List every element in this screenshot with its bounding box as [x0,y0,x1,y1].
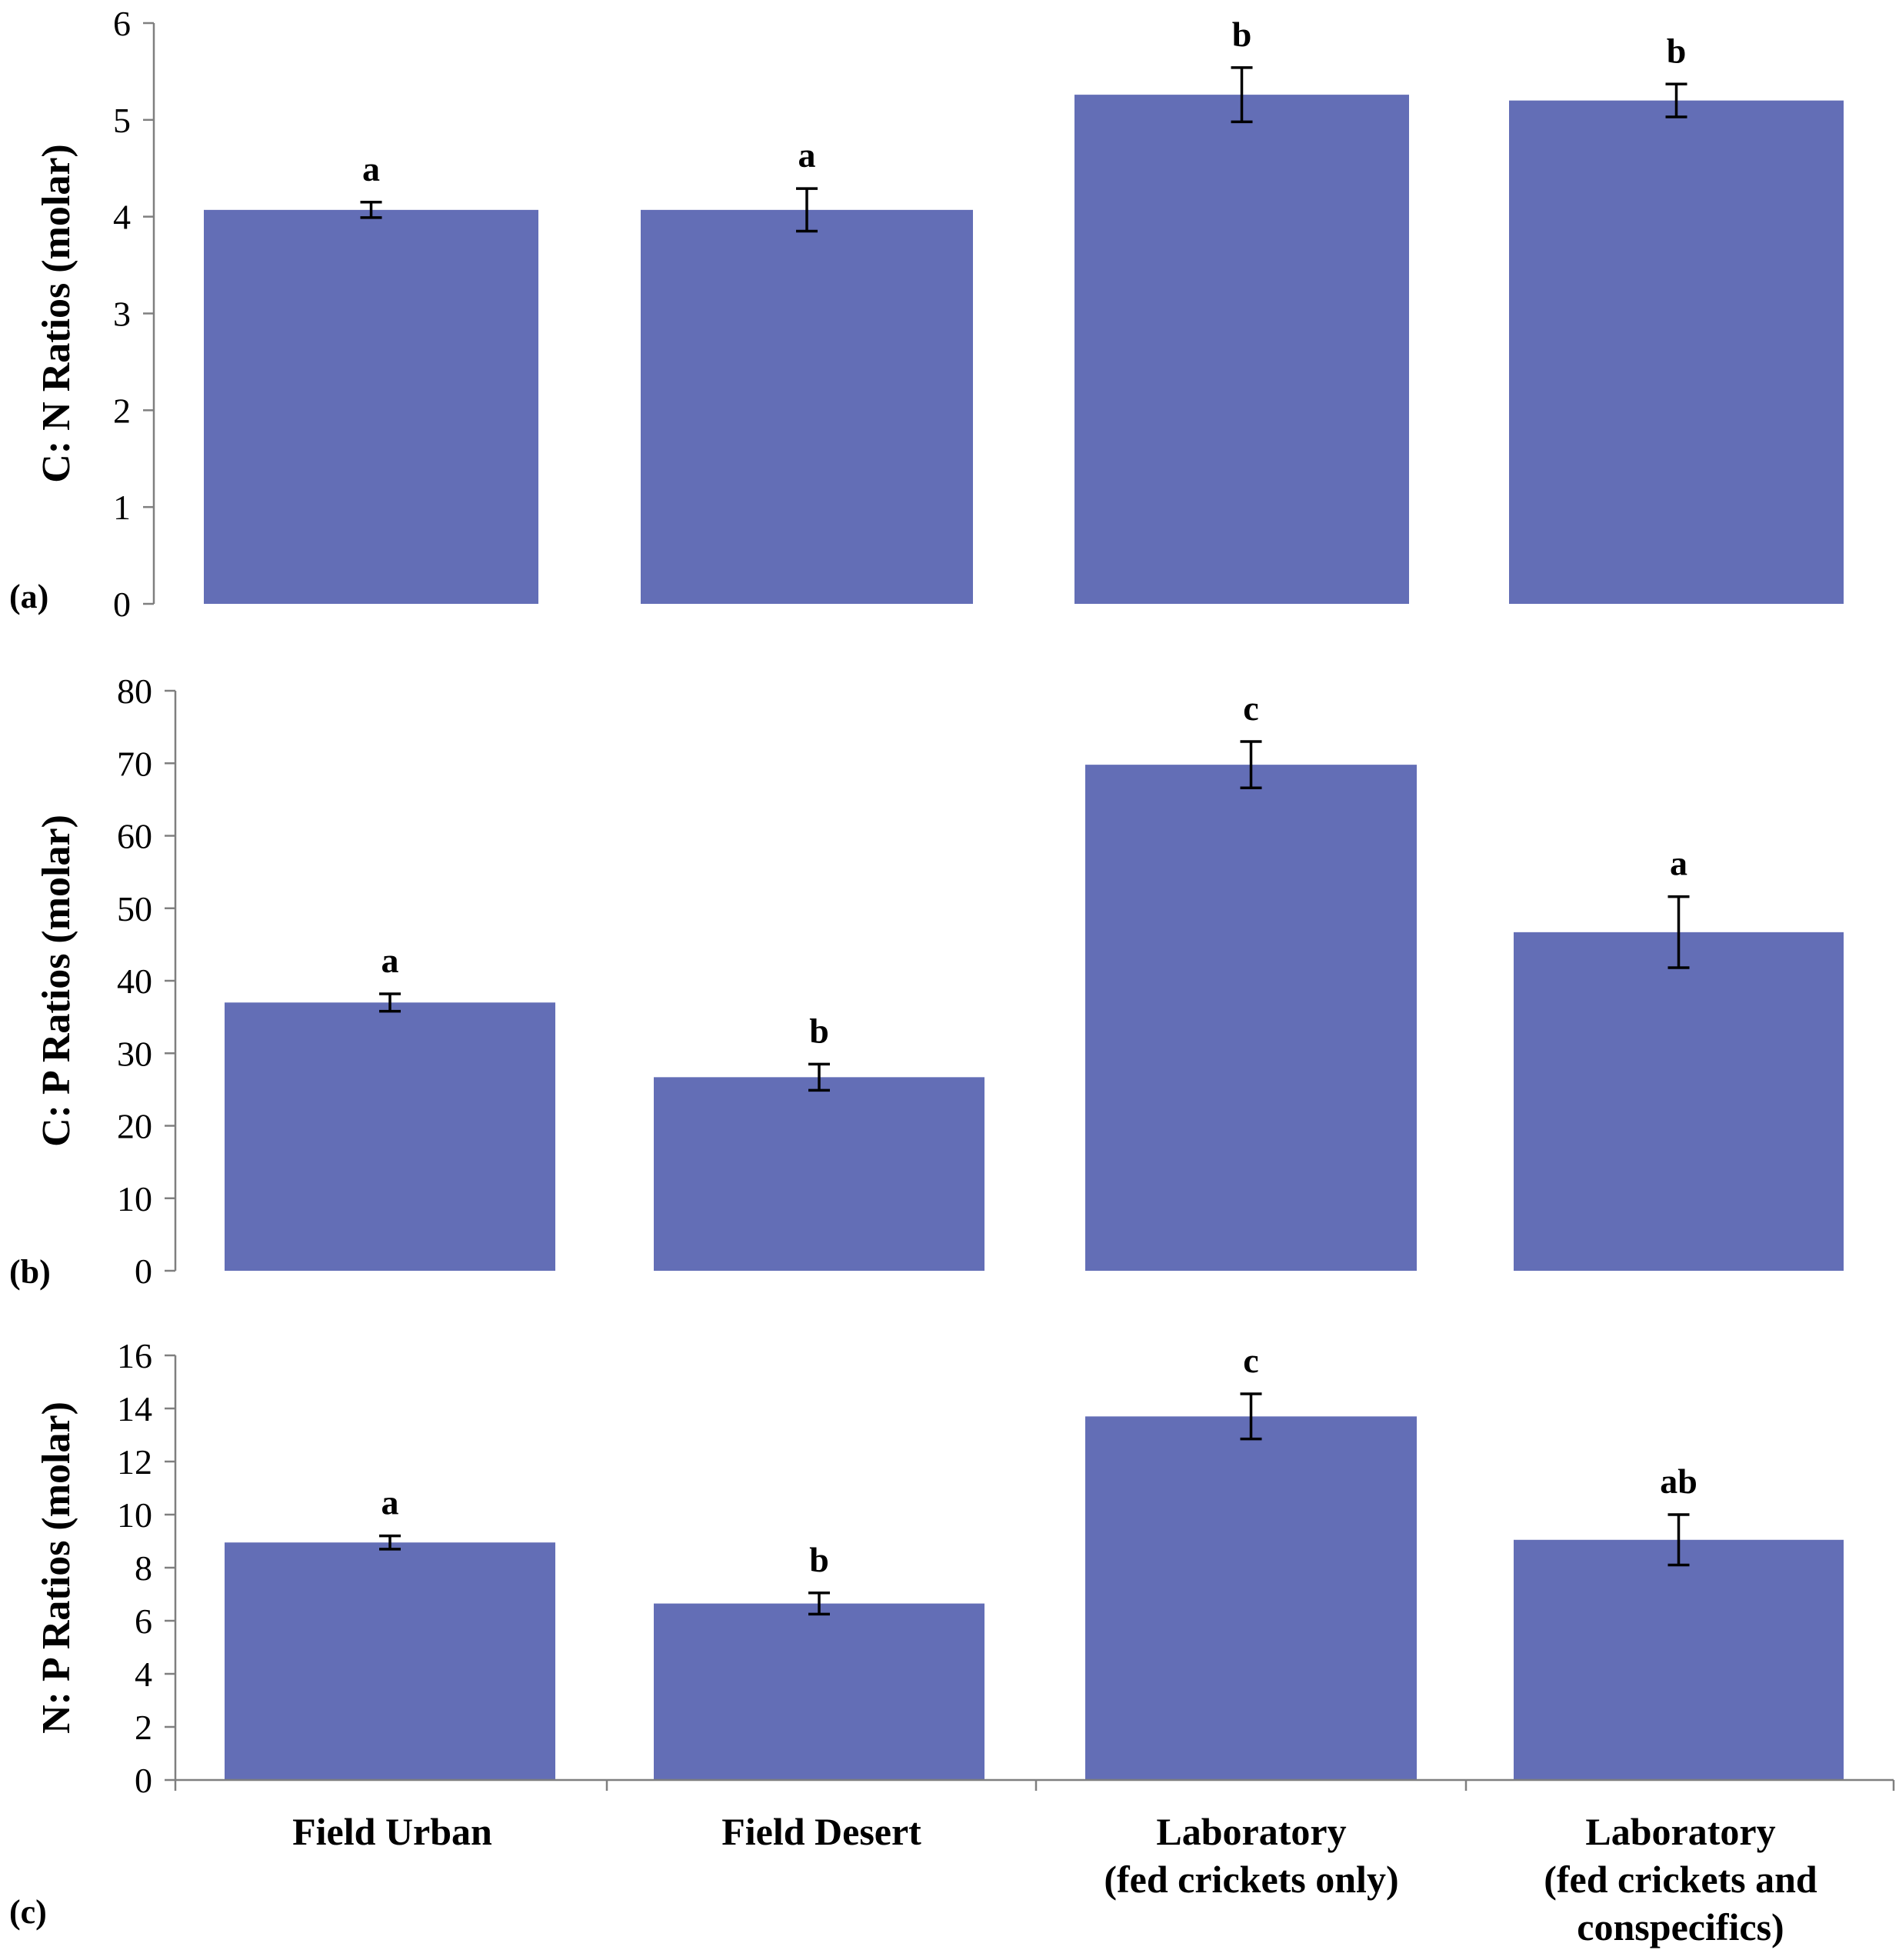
y-tick-label: 5 [113,101,131,140]
error-bar [1665,82,1687,118]
y-tick-label: 6 [113,4,131,43]
y-tick-label: 16 [117,1336,152,1375]
error-bar [808,1592,830,1616]
error-bar [379,992,401,1013]
y-tick-label: 8 [135,1548,152,1588]
y-tick-label: 40 [117,962,152,1001]
panel-label: (a) [9,578,48,615]
y-tick-label: 10 [117,1179,152,1218]
error-bar [808,1062,830,1092]
y-tick-label: 4 [113,198,131,237]
error-bar [1240,1392,1262,1441]
significance-label: b [1232,15,1252,54]
y-axis-label: C: N Ratios (molar) [35,144,78,482]
significance-label: a [362,149,380,188]
y-tick-label: 30 [117,1034,152,1073]
y-tick-label: 80 [117,672,152,711]
bar [1085,1416,1417,1780]
bar [654,1603,984,1780]
y-tick-label: 12 [117,1442,152,1482]
category-label: Field Desert [721,1810,921,1853]
y-tick-label: 10 [117,1495,152,1535]
significance-label: b [1667,31,1687,70]
panel-1: 0 1 2 3 4 5 6 C: N Ratios (molar) (a) a a b b [9,4,1844,624]
category-label: Laboratory (fed crickets and conspecifics) [1544,1810,1817,1948]
y-tick-label: 20 [117,1107,152,1146]
category-label: Field Urban [292,1810,492,1853]
y-axis-label: N: P Ratios (molar) [35,1402,78,1734]
significance-label: a [1670,844,1687,883]
category-label: Laboratory (fed crickets only) [1104,1810,1398,1901]
error-bar [360,201,382,219]
bar [1509,100,1844,604]
y-tick-label: 14 [117,1389,152,1428]
bar [1514,1539,1844,1780]
y-tick-label: 0 [135,1252,152,1291]
panel-2: 0 10 20 30 40 50 60 70 80 C: P Ratios (molar) (b) a… [9,672,1844,1291]
y-axis-label: C: P Ratios (molar) [35,815,78,1147]
y-tick-label: 1 [113,488,131,527]
significance-label: a [381,1483,399,1522]
y-tick-label: 70 [117,744,152,783]
error-bar [1667,895,1690,969]
error-bar [796,187,818,233]
bar [1085,765,1417,1271]
panel-label: (c) [9,1893,47,1931]
bar [204,209,538,604]
bar [225,1002,555,1271]
error-bar [379,1534,401,1551]
significance-label: ab [1660,1462,1697,1501]
panel-label: (b) [9,1253,51,1291]
significance-label: c [1243,1341,1258,1380]
y-tick-label: 6 [135,1602,152,1641]
bar [654,1077,984,1271]
y-tick-label: 2 [135,1708,152,1747]
y-tick-label: 0 [113,585,131,624]
significance-label: a [798,135,816,175]
bar [1514,932,1844,1271]
bar [1074,95,1409,604]
y-tick-label: 2 [113,391,131,430]
significance-label: b [809,1540,829,1579]
significance-label: a [381,941,399,980]
significance-label: c [1243,688,1258,728]
error-bar [1667,1513,1690,1567]
bar [641,209,973,604]
y-tick-label: 4 [135,1655,152,1694]
error-bar [1231,66,1253,124]
error-bar [1240,740,1262,790]
y-tick-label: 0 [135,1761,152,1800]
y-tick-label: 3 [113,295,131,334]
y-tick-label: 60 [117,817,152,856]
bar [225,1542,555,1780]
significance-label: b [809,1011,829,1050]
y-tick-label: 50 [117,889,152,928]
